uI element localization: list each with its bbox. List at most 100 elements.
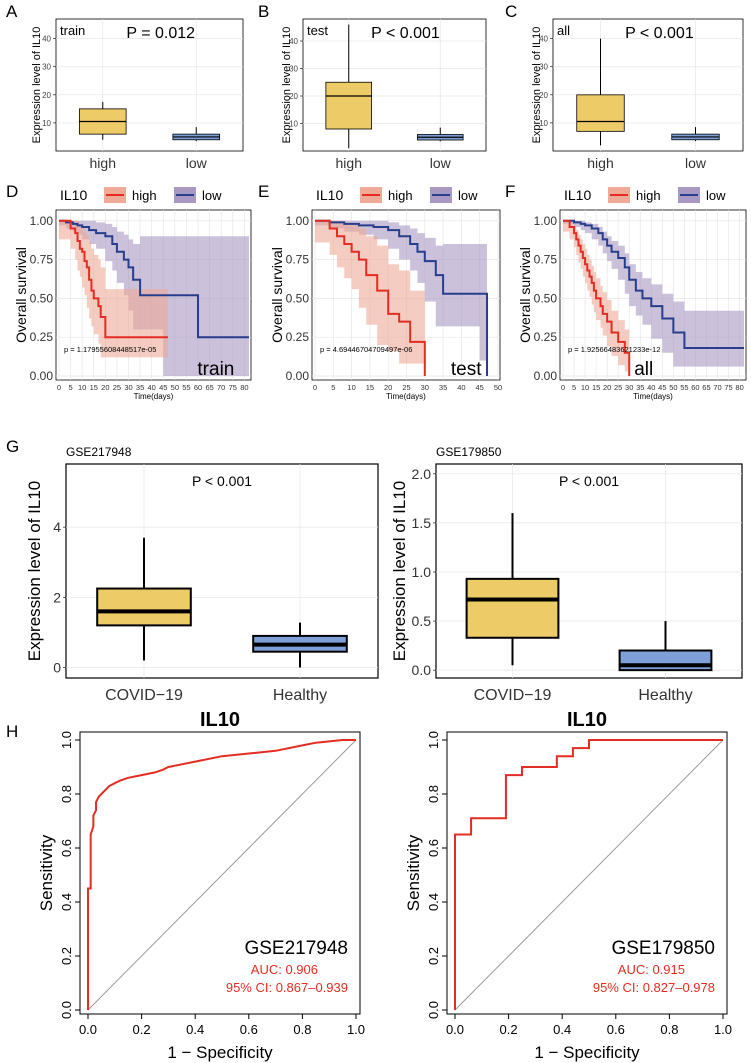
plot-frame-h1 bbox=[79, 731, 361, 1015]
x-tick-label-f: 65 bbox=[702, 383, 710, 392]
subset-label-c: all bbox=[557, 23, 570, 38]
legend-label-low-d: low bbox=[202, 188, 222, 203]
plot-frame-g2 bbox=[435, 463, 743, 679]
x-tick-label-e: 45 bbox=[476, 383, 484, 392]
y-axis-label-d: Overall survival bbox=[13, 247, 29, 343]
y-tick-label-f: 0.25 bbox=[534, 330, 558, 344]
pvalue-label-g1: P < 0.001 bbox=[192, 473, 252, 489]
roc-ci-label-h2: 95% CI: 0.827–0.978 bbox=[593, 980, 715, 995]
y-tick-label-c: 20 bbox=[539, 91, 548, 100]
y-tick-label-h2: 1.0 bbox=[426, 731, 441, 749]
roc-curve-h1 bbox=[87, 739, 356, 1010]
y-tick-label-b: 20 bbox=[289, 92, 298, 101]
y-tick-label-b: 30 bbox=[289, 65, 298, 74]
x-tick-label-h1: 0.0 bbox=[79, 1022, 97, 1037]
y-tick-label-f: 0.75 bbox=[534, 253, 558, 267]
x-tick-label-f: 80 bbox=[735, 383, 743, 392]
panel-letter-f: F bbox=[505, 182, 515, 201]
y-tick-label-g1: 4 bbox=[53, 519, 61, 535]
y-tick-label-h1: 1.0 bbox=[59, 731, 74, 749]
y-tick-label-g2: 1.5 bbox=[412, 515, 432, 531]
y-tick-label-e: 0.50 bbox=[286, 291, 310, 305]
x-axis-label-h1: 1 − Specificity bbox=[167, 1043, 273, 1062]
y-tick-label-e: 0.25 bbox=[286, 330, 310, 344]
x-tick-label-h2: 0.2 bbox=[500, 1022, 518, 1037]
y-tick-label-d: 0.25 bbox=[30, 330, 54, 344]
x-tick-label-d: 5 bbox=[68, 383, 72, 392]
subset-label-f: all bbox=[634, 359, 653, 380]
y-tick-label-e: 1.00 bbox=[286, 214, 310, 228]
roc-ci-label-h1: 95% CI: 0.867–0.939 bbox=[226, 980, 348, 995]
pvalue-label-g2: P < 0.001 bbox=[559, 473, 619, 489]
y-tick-label-g1: 2 bbox=[53, 589, 61, 605]
roc-auc-label-h2: AUC: 0.915 bbox=[618, 962, 685, 977]
x-tick-label-e: 0 bbox=[313, 383, 317, 392]
x-tick-label-a: high bbox=[90, 155, 116, 171]
x-tick-label-e: 15 bbox=[366, 383, 374, 392]
x-tick-label-f: 15 bbox=[592, 383, 600, 392]
box-g2-0 bbox=[465, 577, 560, 639]
x-tick-label-e: 20 bbox=[384, 383, 392, 392]
y-tick-label-c: 30 bbox=[539, 63, 548, 72]
y-tick-label-b: 40 bbox=[289, 37, 298, 46]
panel-title-g2: GSE179850 bbox=[436, 445, 502, 459]
pvalue-label-a: P = 0.012 bbox=[126, 25, 195, 42]
x-tick-label-d: 80 bbox=[240, 383, 248, 392]
survival-curve-high-e bbox=[315, 219, 426, 376]
x-tick-label-f: 70 bbox=[713, 383, 721, 392]
y-tick-label-h1: 0.6 bbox=[59, 839, 74, 857]
y-tick-label-h2: 0.2 bbox=[426, 947, 441, 965]
subset-label-a: train bbox=[60, 23, 85, 38]
panel-title-g1: GSE217948 bbox=[66, 445, 132, 459]
x-tick-label-d: 70 bbox=[217, 383, 225, 392]
y-tick-label-g2: 0.5 bbox=[412, 613, 432, 629]
x-tick-label-d: 55 bbox=[182, 383, 190, 392]
y-axis-label-g1: Expression level of IL10 bbox=[25, 481, 44, 662]
survival-curve-high-f bbox=[563, 219, 631, 376]
x-tick-label-f: 5 bbox=[572, 383, 576, 392]
x-tick-label-g2: Healthy bbox=[638, 687, 692, 704]
pvalue-annotation-f: p = 1.92566483621233e-12 bbox=[568, 345, 660, 354]
x-tick-label-g1: COVID−19 bbox=[105, 687, 183, 704]
y-tick-label-d: 1.00 bbox=[30, 214, 54, 228]
x-tick-label-f: 55 bbox=[680, 383, 688, 392]
x-tick-label-f: 45 bbox=[658, 383, 666, 392]
y-tick-label-f: 0.00 bbox=[534, 369, 558, 383]
roc-title-h2: IL10 bbox=[567, 709, 607, 731]
y-tick-label-b: 10 bbox=[289, 120, 298, 129]
diagonal-reference-line-h2 bbox=[454, 739, 724, 1011]
legend-label-low-e: low bbox=[458, 188, 478, 203]
x-tick-label-d: 25 bbox=[113, 383, 121, 392]
roc-auc-label-h1: AUC: 0.906 bbox=[251, 962, 318, 977]
x-tick-label-d: 75 bbox=[229, 383, 237, 392]
pvalue-annotation-d: p = 1.17955608448517e-05 bbox=[64, 345, 156, 354]
pvalue-annotation-e: p = 4.69446704709497e-06 bbox=[320, 345, 412, 354]
x-tick-label-f: 0 bbox=[561, 383, 565, 392]
y-tick-label-g1: 0 bbox=[53, 659, 61, 675]
ci-band-high-e bbox=[315, 220, 425, 376]
y-tick-label-h2: 0.0 bbox=[426, 1001, 441, 1019]
x-tick-label-d: 20 bbox=[101, 383, 109, 392]
y-tick-label-g2: 1.0 bbox=[412, 564, 432, 580]
box-c-0 bbox=[576, 94, 625, 132]
x-tick-label-e: 50 bbox=[494, 383, 502, 392]
y-tick-label-d: 0.75 bbox=[30, 253, 54, 267]
x-tick-label-b: high bbox=[336, 155, 362, 171]
legend-label-high-e: high bbox=[388, 188, 413, 203]
y-tick-label-a: 40 bbox=[42, 35, 51, 44]
panel-letter-g: G bbox=[6, 437, 19, 456]
y-tick-label-g2: 0.0 bbox=[412, 662, 432, 678]
y-tick-label-c: 40 bbox=[539, 35, 548, 44]
x-tick-label-h2: 1.0 bbox=[714, 1022, 732, 1037]
x-tick-label-h1: 0.4 bbox=[186, 1022, 204, 1037]
panel-letter-h: H bbox=[6, 722, 18, 741]
legend-label-high-f: high bbox=[636, 188, 661, 203]
ci-band-high-d bbox=[59, 220, 168, 358]
x-axis-label-f: Time(days) bbox=[633, 392, 673, 401]
y-tick-label-d: 0.50 bbox=[30, 291, 54, 305]
x-tick-label-d: 40 bbox=[148, 383, 156, 392]
y-tick-label-a: 30 bbox=[42, 63, 51, 72]
x-tick-label-d: 50 bbox=[171, 383, 179, 392]
y-tick-label-a: 20 bbox=[42, 91, 51, 100]
subset-label-d: train bbox=[197, 359, 234, 380]
